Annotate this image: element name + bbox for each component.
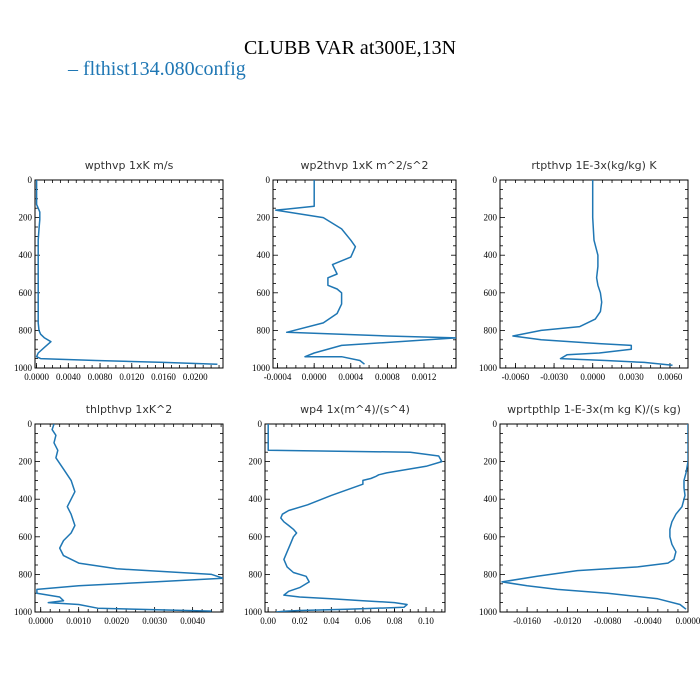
series-line — [274, 180, 456, 365]
y-tick-label: 200 — [484, 457, 498, 467]
x-tick-label: 0.06 — [355, 616, 371, 626]
panel-3: rtpthvp 1E-3x(kg/kg) K02004006008001000-… — [479, 159, 689, 382]
y-tick-label: 1000 — [244, 607, 263, 617]
x-tick-label: 0.0000 — [676, 616, 700, 626]
x-tick-label: 0.0040 — [180, 616, 205, 626]
y-tick-label: 400 — [19, 250, 33, 260]
y-tick-label: 200 — [257, 213, 271, 223]
series-line — [267, 424, 443, 612]
x-tick-label: -0.0080 — [594, 616, 622, 626]
y-tick-label: 600 — [484, 532, 498, 542]
plot-frame — [34, 179, 224, 369]
y-tick-label: 400 — [249, 494, 263, 504]
y-tick-label: 800 — [19, 569, 33, 579]
y-tick-label: 600 — [257, 288, 271, 298]
y-tick-label: 600 — [484, 288, 498, 298]
x-tick-label: 0.0200 — [183, 372, 208, 382]
plot-frame — [499, 179, 689, 369]
y-tick-label: 200 — [19, 213, 33, 223]
panel-title: rtpthvp 1E-3x(kg/kg) K — [531, 159, 657, 172]
y-tick-label: 0 — [266, 175, 271, 185]
x-tick-label: 0.0060 — [658, 372, 683, 382]
x-tick-label: -0.0040 — [634, 616, 662, 626]
y-tick-label: 400 — [484, 250, 498, 260]
x-tick-label: 0.0120 — [119, 372, 144, 382]
y-tick-label: 600 — [19, 532, 33, 542]
x-tick-label: -0.0030 — [540, 372, 568, 382]
x-tick-label: 0.0012 — [412, 372, 437, 382]
x-tick-label: 0.0000 — [28, 616, 53, 626]
y-tick-label: 600 — [249, 532, 263, 542]
x-tick-label: 0.0020 — [104, 616, 129, 626]
x-tick-label: -0.0004 — [264, 372, 292, 382]
y-tick-label: 1000 — [479, 607, 498, 617]
figure-title: CLUBB VAR at300E,13N — [243, 37, 457, 59]
x-tick-label: 0.10 — [418, 616, 434, 626]
x-tick-label: 0.0030 — [142, 616, 167, 626]
x-tick-label: 0.08 — [387, 616, 403, 626]
y-tick-label: 0 — [258, 419, 263, 429]
plot-frame — [499, 423, 689, 613]
x-tick-label: 0.0000 — [302, 372, 327, 382]
series-line — [36, 424, 223, 612]
y-tick-label: 800 — [484, 325, 498, 335]
x-tick-label: 0.04 — [323, 616, 339, 626]
y-tick-label: 0 — [493, 419, 498, 429]
x-tick-label: 0.00 — [260, 616, 276, 626]
x-tick-label: -0.0120 — [553, 616, 581, 626]
y-tick-label: 400 — [257, 250, 271, 260]
y-tick-label: 1000 — [252, 363, 271, 373]
panel-title: wp2thvp 1xK m^2/s^2 — [300, 159, 428, 172]
x-tick-label: 0.0000 — [24, 372, 49, 382]
y-tick-label: 600 — [19, 288, 33, 298]
y-tick-label: 0 — [493, 175, 498, 185]
y-tick-label: 200 — [484, 213, 498, 223]
panel-title: wpthvp 1xK m/s — [85, 159, 174, 172]
x-tick-label: -0.0160 — [513, 616, 541, 626]
y-tick-label: 0 — [28, 175, 33, 185]
x-tick-label: 0.0080 — [88, 372, 113, 382]
panel-title: wprtpthlp 1-E-3x(m kg K)/(s kg) — [507, 403, 681, 416]
series-line — [35, 180, 218, 365]
x-tick-label: 0.0008 — [375, 372, 400, 382]
y-tick-label: 800 — [257, 325, 271, 335]
y-tick-label: 1000 — [14, 363, 33, 373]
series-line — [512, 180, 673, 366]
y-tick-label: 800 — [484, 569, 498, 579]
y-tick-label: 800 — [249, 569, 263, 579]
x-tick-label: -0.0060 — [502, 372, 530, 382]
y-tick-label: 200 — [249, 457, 263, 467]
panel-6: wprtpthlp 1-E-3x(m kg K)/(s kg) 0 200 400 60… — [479, 403, 700, 626]
y-tick-label: 400 — [19, 494, 33, 504]
series-line — [501, 424, 688, 610]
x-tick-label: 0.0040 — [56, 372, 81, 382]
y-tick-label: 1000 — [14, 607, 33, 617]
x-tick-label: 0.0000 — [580, 372, 605, 382]
panel-title: thlpthvp 1xK^2 — [86, 403, 173, 416]
panel-title: wp4 1x(m^4)/(s^4) — [300, 403, 410, 416]
panel-2: wp2thvp 1xK m^2/s^2 0 200 400 600 800 1000-0.0… — [252, 159, 457, 382]
x-tick-label: 0.0004 — [338, 372, 363, 382]
x-tick-label: 0.02 — [292, 616, 308, 626]
x-tick-label: 0.0030 — [619, 372, 644, 382]
y-tick-label: 800 — [19, 325, 33, 335]
x-tick-label: 0.0010 — [66, 616, 91, 626]
y-tick-label: 0 — [28, 419, 33, 429]
y-tick-label: 400 — [484, 494, 498, 504]
y-tick-label: 200 — [19, 457, 33, 467]
legend-entry: – flthist134.080config — [68, 58, 246, 80]
x-tick-label: 0.0160 — [151, 372, 176, 382]
y-tick-label: 1000 — [479, 363, 498, 373]
